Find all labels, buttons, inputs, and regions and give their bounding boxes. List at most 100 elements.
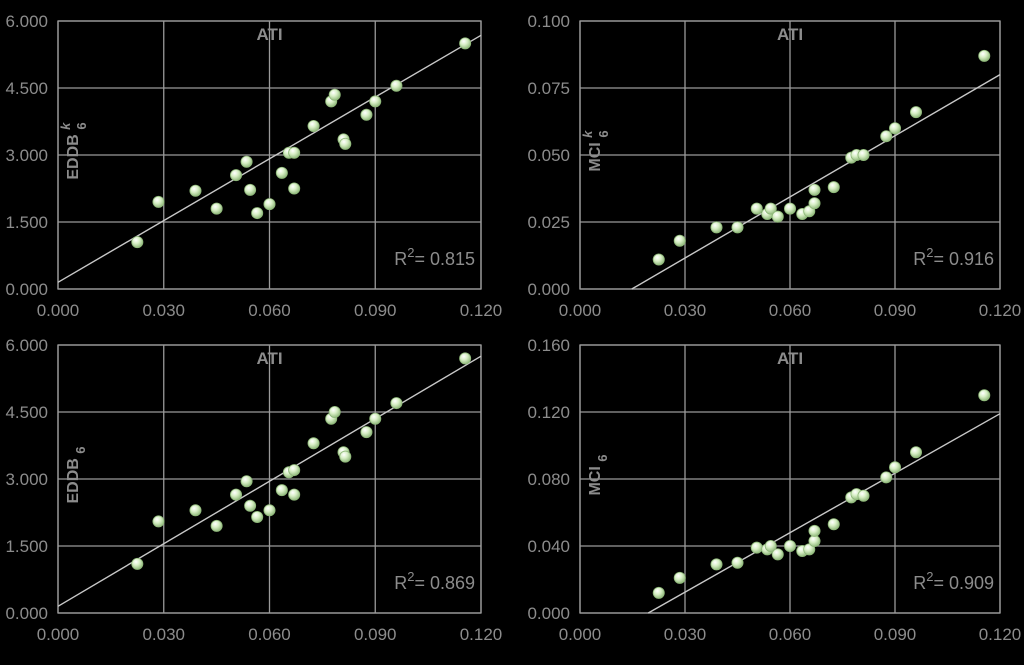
y-axis-label-main: EDDB [65,454,82,504]
x-tick-label: 0.120 [979,625,1022,644]
y-axis-label-sup: k [58,122,73,130]
data-point [189,184,202,197]
data-point [784,202,797,215]
data-point [459,352,472,365]
r-squared-label: R2= 0.815 [394,245,475,269]
data-point [731,221,744,234]
y-axis-label: MCI 6 [587,454,610,495]
data-point [275,484,288,497]
data-point [978,49,991,62]
scatter-panel-3: 0.000 0.030 0.060 0.090 0.120 0.000 1.500 3.000… [5,336,502,644]
r-squared-prefix: R [913,249,926,269]
plot-frame [579,20,1001,290]
data-point [880,471,893,484]
y-tick-label: 1.500 [5,213,48,232]
y-axis-label: EDDB k6 [58,122,89,180]
x-tick-label: 0.030 [664,301,707,320]
r-squared-value: = 0.909 [933,573,994,593]
scatter-panel-1: 0.000 0.030 0.060 0.090 0.120 0.000 1.500 3.000… [5,12,502,320]
x-tick-label: 0.090 [354,301,397,320]
y-tick-label: 0.080 [527,470,570,489]
y-tick-label: 4.500 [5,79,48,98]
trend-line [631,73,1001,290]
data-point [275,166,288,179]
data-point [750,202,763,215]
data-point [731,556,744,569]
data-point [390,397,403,410]
y-axis-label: MCI k6 [580,130,611,172]
x-tick-label: 0.120 [979,301,1022,320]
x-tick-label: 0.090 [874,625,917,644]
data-point [240,155,253,168]
y-axis-label-sub: 6 [595,454,610,461]
x-tick-label: 0.090 [354,625,397,644]
data-point [889,461,902,474]
r-squared-value: = 0.815 [414,249,475,269]
data-point [710,221,723,234]
data-point [771,548,784,561]
y-axis-label-main: MCI [587,462,604,496]
data-point [288,146,301,159]
r-squared-value: = 0.916 [933,249,994,269]
data-point [808,197,821,210]
x-tick-label: 0.120 [460,301,503,320]
y-axis-label-sub: 6 [74,122,89,129]
data-point [210,519,223,532]
data-point [189,504,202,517]
r-squared-label: R2= 0.869 [394,569,475,593]
panel-title: ATI [256,349,282,368]
data-point [251,207,264,220]
data-point [764,540,777,553]
data-point [808,534,821,547]
y-axis-label-sub: 6 [73,446,88,453]
y-tick-label: 0.000 [5,280,48,299]
data-point [750,541,763,554]
data-point [827,181,840,194]
data-point [369,412,382,425]
r-squared-value: = 0.869 [414,573,475,593]
data-point [889,122,902,135]
y-tick-label: 3.000 [5,146,48,165]
plot-frame [57,20,482,290]
y-tick-label: 0.000 [5,604,48,623]
x-tick-label: 0.060 [769,625,812,644]
y-tick-label: 0.100 [527,12,570,31]
x-tick-label: 0.090 [874,301,917,320]
data-point [339,450,352,463]
r-squared-prefix: R [913,573,926,593]
data-point [459,37,472,50]
data-point [673,234,686,247]
x-tick-label: 0.000 [559,625,602,644]
data-point [152,515,165,528]
data-point [652,586,665,599]
y-tick-label: 0.025 [527,213,570,232]
x-tick-label: 0.030 [142,625,185,644]
data-point [784,540,797,553]
data-point [230,488,243,501]
data-point [152,195,165,208]
scatter-panel-2: 0.000 0.030 0.060 0.090 0.120 0.000 0.025 0.050… [527,12,1021,320]
data-point [328,405,341,418]
x-tick-label: 0.030 [142,301,185,320]
y-axis-label-main: MCI [587,138,604,172]
r-squared-sup: 2 [926,245,933,260]
y-tick-label: 0.160 [527,336,570,355]
data-point [328,88,341,101]
y-tick-label: 0.120 [527,403,570,422]
x-tick-label: 0.000 [37,625,80,644]
data-point [230,169,243,182]
plot-frame [57,344,482,614]
data-point [288,182,301,195]
scatter-panel-4: 0.000 0.030 0.060 0.090 0.120 0.000 0.040 0.080… [527,336,1021,644]
trend-line [57,34,482,283]
data-point [857,148,870,161]
data-point [910,106,923,119]
data-point [910,446,923,459]
y-tick-label: 6.000 [5,336,48,355]
data-point [808,183,821,196]
r-squared-label: R2= 0.916 [913,245,994,269]
r-squared-prefix: R [394,573,407,593]
data-point [288,464,301,477]
y-tick-label: 1.500 [5,537,48,556]
